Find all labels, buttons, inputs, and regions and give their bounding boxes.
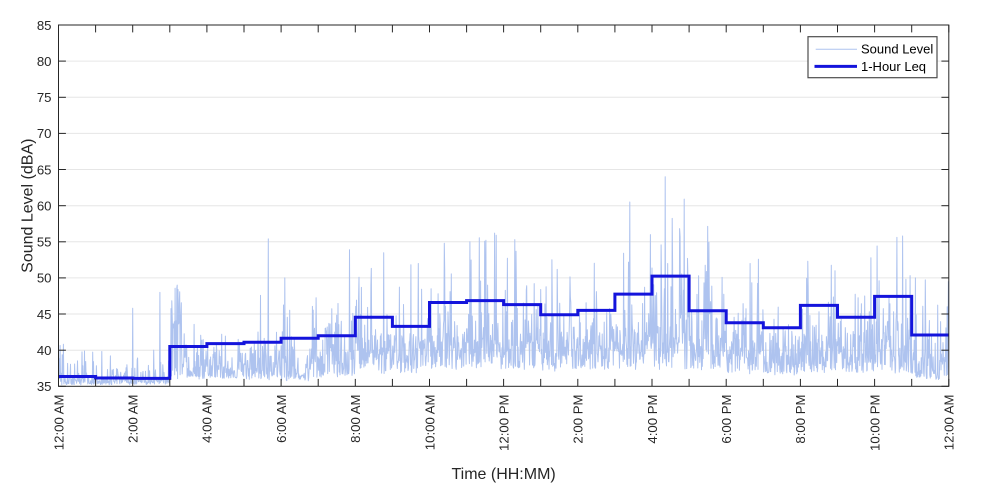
svg-text:50: 50: [37, 271, 52, 286]
svg-text:40: 40: [37, 343, 52, 358]
svg-text:85: 85: [37, 18, 52, 33]
svg-text:2:00 PM: 2:00 PM: [571, 395, 586, 444]
svg-text:8:00 PM: 8:00 PM: [793, 395, 808, 444]
svg-text:6:00 AM: 6:00 AM: [274, 395, 289, 443]
svg-text:80: 80: [37, 54, 52, 69]
svg-text:Sound Level: Sound Level: [861, 42, 933, 57]
svg-text:Time (HH:MM): Time (HH:MM): [451, 466, 555, 483]
svg-text:70: 70: [37, 126, 52, 141]
svg-text:45: 45: [37, 307, 52, 322]
svg-text:1-Hour Leq: 1-Hour Leq: [861, 59, 926, 74]
svg-text:60: 60: [37, 199, 52, 214]
svg-text:12:00 PM: 12:00 PM: [496, 395, 511, 451]
svg-text:6:00 PM: 6:00 PM: [719, 395, 734, 444]
svg-text:4:00 PM: 4:00 PM: [645, 395, 660, 444]
svg-text:12:00 AM: 12:00 AM: [51, 395, 66, 451]
svg-text:12:00 AM: 12:00 AM: [942, 395, 957, 451]
svg-text:35: 35: [37, 379, 52, 394]
svg-text:8:00 AM: 8:00 AM: [348, 395, 363, 443]
svg-text:Sound Level (dBA): Sound Level (dBA): [20, 139, 37, 273]
svg-text:10:00 PM: 10:00 PM: [867, 395, 882, 451]
svg-text:65: 65: [37, 162, 52, 177]
svg-text:10:00 AM: 10:00 AM: [422, 395, 437, 451]
svg-text:55: 55: [37, 235, 52, 250]
svg-text:4:00 AM: 4:00 AM: [200, 395, 215, 443]
svg-text:75: 75: [37, 90, 52, 105]
svg-text:2:00 AM: 2:00 AM: [126, 395, 141, 443]
